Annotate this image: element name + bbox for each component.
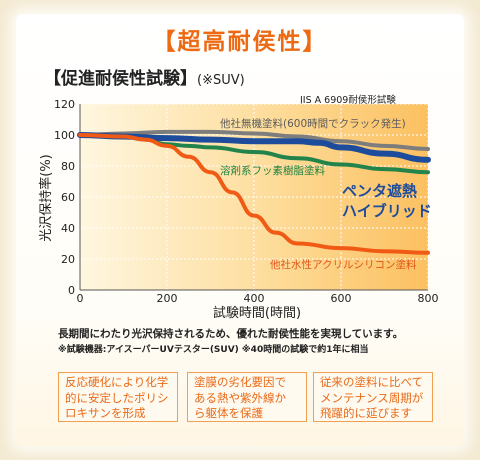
- feature-box-protection: 塗膜の劣化要因で ある熱や紫外線か ら躯体を保護: [187, 372, 307, 422]
- subtitle-note: (※SUV): [197, 73, 245, 88]
- series-label-penta-line1: ペンタ遮熱: [342, 182, 417, 200]
- feature-text: 的に安定したポリシ: [65, 390, 169, 405]
- series-label-inorganic: 他社無機塗料(600時間でクラック発生): [220, 117, 406, 130]
- x-tick-label: 0: [77, 292, 84, 305]
- series-line-penta: [77, 132, 431, 163]
- y-tick-label: 60: [61, 191, 75, 204]
- feature-box-polysiloxane: 反応硬化により化学 的に安定したポリシ ロキサンを形成: [58, 372, 178, 422]
- chart-subtitle: 【促進耐侯性試験】(※SUV): [44, 64, 245, 89]
- x-tick-label: 400: [244, 292, 265, 305]
- feature-text: 飛躍的に延びます: [320, 406, 412, 420]
- y-tick-label: 120: [54, 98, 75, 111]
- feature-text: ら躯体を保護: [194, 406, 263, 420]
- x-tick-label: 800: [418, 292, 439, 305]
- feature-text: ある熱や紫外線か: [194, 390, 286, 405]
- series-line-acrylic: [78, 133, 430, 255]
- feature-text: 反応硬化により化学: [65, 375, 169, 389]
- x-tick-label: 600: [331, 292, 352, 305]
- y-tick-label: 0: [68, 284, 75, 297]
- feature-text: 塗膜の劣化要因で: [194, 375, 286, 389]
- series-label-acrylic: 他社水性アクリルシリコン塗料: [270, 258, 417, 271]
- y-tick-label: 40: [61, 222, 75, 235]
- feature-text: メンテナンス周期が: [320, 390, 424, 405]
- x-axis-label: 試験時間(時間): [213, 305, 301, 321]
- feature-text: ロキサンを形成: [65, 406, 146, 420]
- series-lines: [77, 129, 431, 255]
- y-axis-label: 光沢保持率(%): [38, 154, 54, 242]
- y-tick-label: 20: [61, 253, 75, 266]
- y-tick-label: 100: [54, 129, 75, 142]
- test-standard: JIS A 6909耐侯形試験: [300, 95, 396, 106]
- subtitle-text: 【促進耐侯性試験】: [44, 69, 197, 89]
- series-label-penta-line2: ハイブリッド: [342, 202, 432, 220]
- footnote-main: 長期間にわたり光沢保持されるため、優れた耐侯性能を実現しています。: [58, 328, 404, 340]
- feature-text: 従来の塗料に比べて: [320, 375, 424, 389]
- headline: 【超高耐侯性】: [152, 29, 328, 55]
- x-tick-label: 200: [157, 292, 178, 305]
- y-tick-label: 80: [61, 160, 75, 173]
- tick-labels: 0 20 40 60 80 100 120 0 200 400 600 800: [54, 98, 439, 305]
- series-label-fluorine: 溶剤系フッ素樹脂塗料: [220, 164, 325, 177]
- feature-box-maintenance: 従来の塗料に比べて メンテナンス周期が 飛躍的に延びます: [313, 372, 433, 422]
- footnote-test: ※試験機器:アイスーパーUVテスター(SUV) ※40時間の試験で約1年に相当: [58, 345, 369, 355]
- series-line-inorganic: [78, 129, 430, 151]
- grid: [80, 103, 429, 290]
